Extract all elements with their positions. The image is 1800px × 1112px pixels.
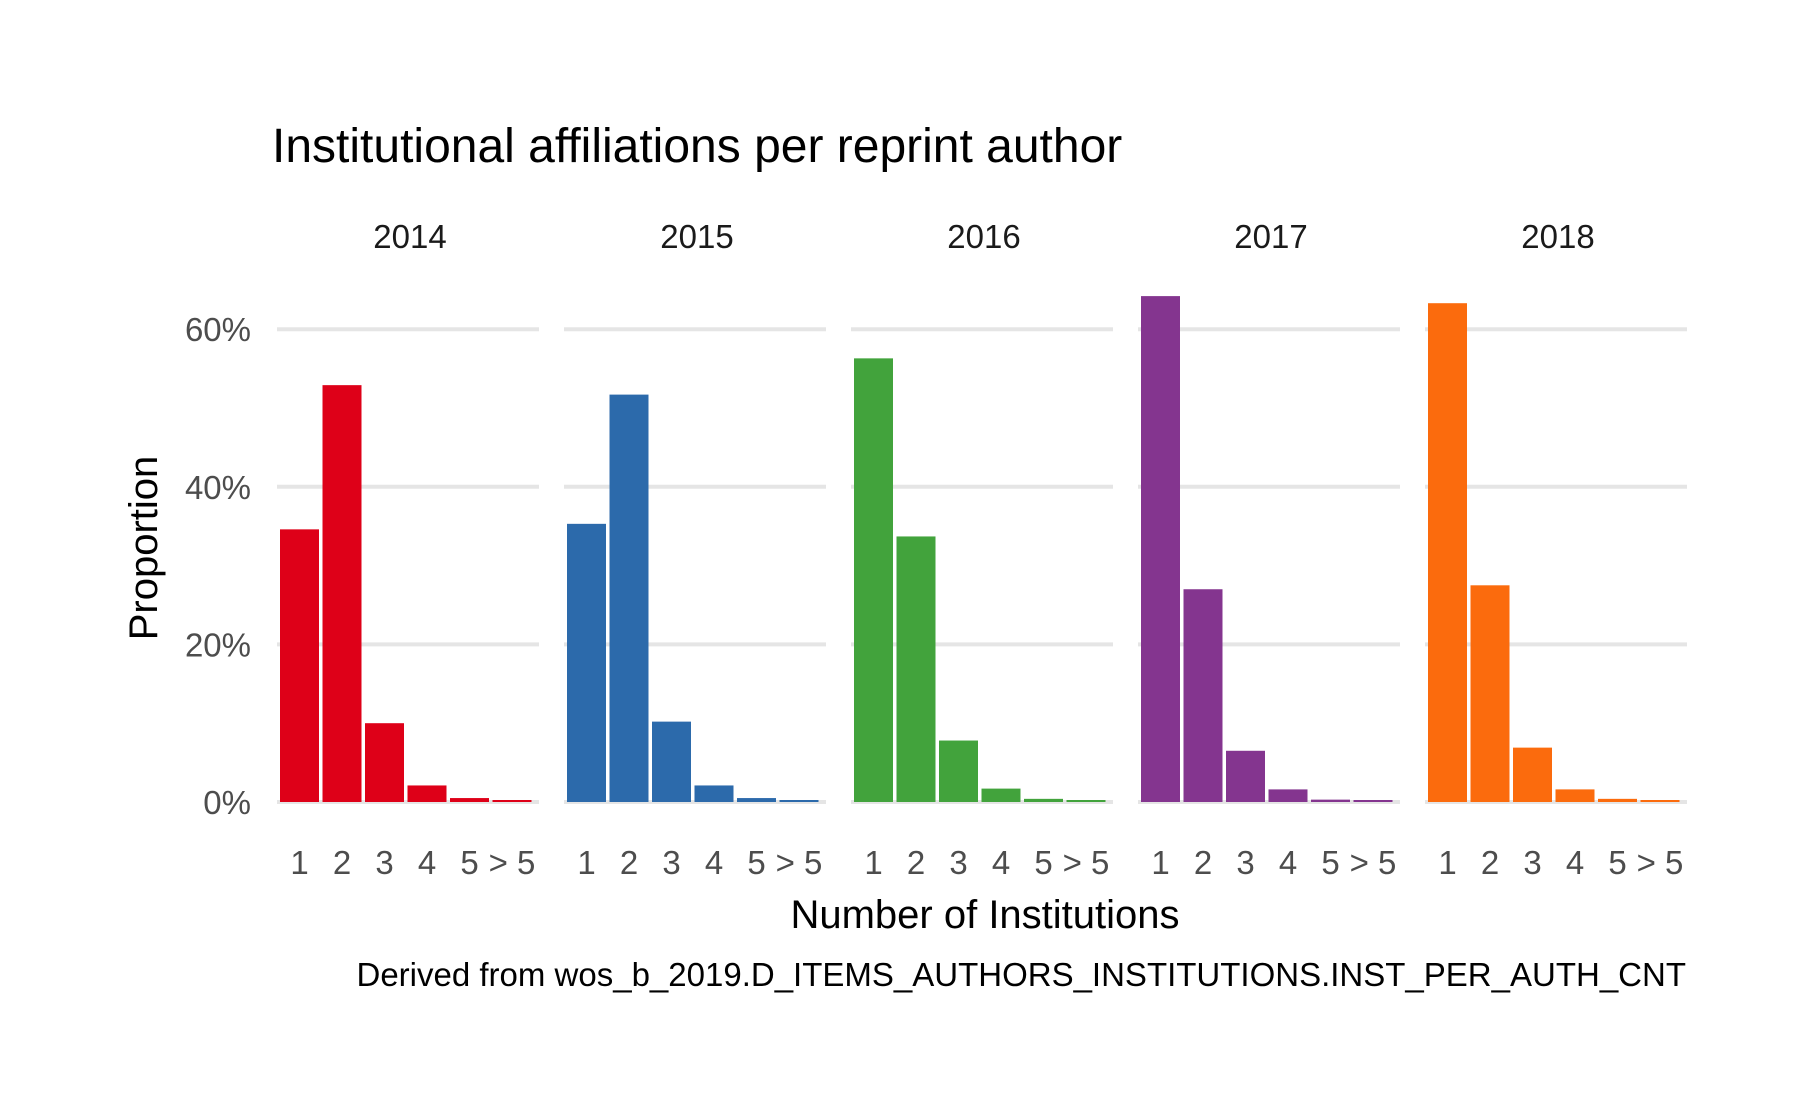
x-tick-label: 5 [747, 844, 765, 881]
x-tick-label: 1 [290, 844, 308, 881]
x-tick-label: 3 [949, 844, 967, 881]
bar-2017-3 [1226, 750, 1265, 802]
x-tick-label: 4 [1279, 844, 1297, 881]
bar-2015-4 [694, 785, 734, 802]
facet-panel-2017: 2017 1 2 3 4 5 > 5 [1138, 218, 1400, 881]
bar-2015-5 [737, 798, 776, 802]
x-tick-label: 4 [1566, 844, 1584, 881]
x-tick-label: 1 [1151, 844, 1169, 881]
bar-2014-2 [322, 385, 362, 802]
bar-2015-1 [567, 523, 606, 802]
facet-panel-2015: 2015 1 2 3 4 5 > 5 [564, 218, 826, 881]
x-tick-label: 5 [1321, 844, 1339, 881]
x-tick-label: 2 [620, 844, 638, 881]
bar-2014-3 [365, 723, 404, 802]
facet-panel-2016: 2016 1 2 3 4 5 > 5 [851, 218, 1113, 881]
bar-2016-5 [1024, 798, 1063, 802]
bar-2017-1 [1141, 296, 1180, 802]
facet-label: 2015 [660, 218, 733, 255]
chart-caption: Derived from wos_b_2019.D_ITEMS_AUTHORS_… [356, 956, 1686, 993]
bar-2014-4 [407, 785, 447, 802]
bar-2018-3 [1513, 747, 1552, 802]
x-tick-label: > 5 [776, 844, 823, 881]
y-tick-label: 0% [203, 784, 251, 821]
x-tick-label: 3 [662, 844, 680, 881]
facet-label: 2014 [373, 218, 446, 255]
x-tick-label: > 5 [1063, 844, 1110, 881]
x-tick-label: 4 [992, 844, 1010, 881]
bar-2017-2 [1183, 589, 1223, 802]
x-tick-label: > 5 [1637, 844, 1684, 881]
bar-2016-2 [896, 536, 936, 802]
x-tick-label: 1 [864, 844, 882, 881]
bar-2016-1 [854, 358, 893, 802]
bar-2017-gtgt5 [1353, 800, 1393, 802]
bar-2018-gtgt5 [1640, 800, 1680, 802]
bar-2014-1 [280, 529, 319, 802]
x-tick-label: 2 [1481, 844, 1499, 881]
x-tick-label: 4 [705, 844, 723, 881]
bar-2017-4 [1268, 789, 1308, 802]
y-axis-label: Proportion [122, 456, 166, 641]
y-tick-label: 40% [185, 469, 251, 506]
bar-2014-5 [450, 798, 489, 802]
bar-2018-5 [1598, 798, 1637, 802]
x-tick-label: 1 [1438, 844, 1456, 881]
bar-2017-5 [1311, 799, 1350, 802]
bar-2018-4 [1555, 789, 1595, 802]
facet-label: 2017 [1234, 218, 1307, 255]
x-tick-label: 2 [907, 844, 925, 881]
y-tick-label: 60% [185, 311, 251, 348]
chart-title: Institutional affiliations per reprint a… [272, 120, 1122, 173]
x-tick-label: 2 [1194, 844, 1212, 881]
x-tick-label: 2 [333, 844, 351, 881]
bar-2016-4 [981, 788, 1021, 802]
facet-label: 2018 [1521, 218, 1594, 255]
x-tick-label: 3 [1236, 844, 1254, 881]
bar-2018-2 [1470, 585, 1510, 802]
bar-2016-gtgt5 [1066, 800, 1106, 802]
bar-2015-2 [609, 394, 649, 802]
x-axis-label: Number of Institutions [790, 893, 1179, 937]
facet-panel-2018: 2018 1 2 3 4 5 > 5 [1425, 218, 1687, 881]
x-tick-label: > 5 [489, 844, 536, 881]
x-tick-label: 5 [1034, 844, 1052, 881]
facet-label: 2016 [947, 218, 1020, 255]
x-tick-label: 3 [375, 844, 393, 881]
bar-2015-3 [652, 721, 691, 802]
x-tick-label: 5 [1608, 844, 1626, 881]
x-tick-label: > 5 [1350, 844, 1397, 881]
y-tick-label: 20% [185, 626, 251, 663]
bar-2015-gtgt5 [779, 800, 819, 802]
bar-2018-1 [1428, 303, 1467, 802]
bar-2014-gtgt5 [492, 800, 532, 802]
x-tick-label: 3 [1523, 844, 1541, 881]
facet-panel-2014: 2014 1 2 3 4 5 > 5 [277, 218, 539, 881]
x-tick-label: 5 [460, 844, 478, 881]
bar-2016-3 [939, 740, 978, 802]
x-tick-label: 4 [418, 844, 436, 881]
x-tick-label: 1 [577, 844, 595, 881]
